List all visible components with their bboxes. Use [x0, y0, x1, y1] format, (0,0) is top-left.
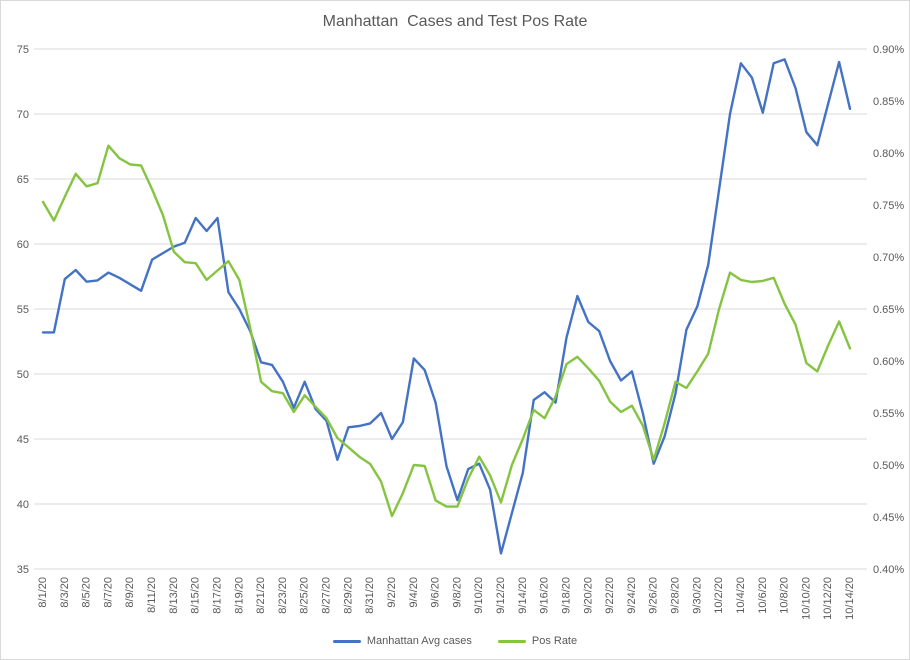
x-axis-tick-label: 9/28/20	[670, 577, 682, 614]
legend-line-swatch-green	[497, 639, 526, 643]
y-axis-right-tick-label: 0.55%	[873, 408, 904, 420]
x-axis-tick-label: 9/22/20	[604, 577, 616, 614]
y-axis-left-tick-label: 75	[17, 44, 29, 56]
x-axis-tick-label: 8/25/20	[299, 577, 311, 614]
y-axis-left-tick-label: 45	[17, 434, 29, 446]
x-axis-tick-label: 9/16/20	[539, 577, 551, 614]
x-axis-tick-label: 8/19/20	[233, 577, 245, 614]
legend-line-swatch-blue	[332, 639, 361, 643]
x-axis-tick-label: 9/2/20	[386, 577, 398, 608]
x-axis-tick-label: 9/20/20	[582, 577, 594, 614]
y-axis-right-tick-label: 0.70%	[873, 252, 904, 264]
y-axis-right-tick-label: 0.85%	[873, 96, 904, 108]
y-axis-left-tick-label: 40	[17, 499, 29, 511]
y-axis-right-tick-label: 0.60%	[873, 356, 904, 368]
series-line-manhattan-avg-cases[interactable]	[41, 58, 852, 555]
y-axis-right-tick-label: 0.50%	[873, 460, 904, 472]
x-axis-tick-label: 9/18/20	[560, 577, 572, 614]
series-line-pos-rate[interactable]	[41, 144, 852, 518]
x-axis-tick-label: 8/21/20	[255, 577, 267, 614]
chart-title: Manhattan Cases and Test Pos Rate	[322, 13, 588, 30]
y-axis-left-tick-label: 70	[17, 109, 29, 121]
x-axis-tick-label: 8/23/20	[277, 577, 289, 614]
y-axis-left-tick-label: 60	[17, 239, 29, 251]
x-axis-tick-label: 8/7/20	[102, 577, 114, 608]
y-axis-right-tick-label: 0.90%	[873, 44, 904, 56]
y-axis-right-tick-label: 0.45%	[873, 512, 904, 524]
x-axis-tick-label: 10/2/20	[713, 577, 725, 614]
x-axis-tick-label: 9/8/20	[451, 577, 463, 608]
legend-label: Manhattan Avg cases	[366, 635, 472, 647]
x-axis-tick-label: 8/31/20	[364, 577, 376, 614]
y-axis-left-tick-label: 50	[17, 369, 29, 381]
y-axis-right-tick-label: 0.40%	[873, 564, 904, 576]
legend-item-manhattan-avg-cases[interactable]: Manhattan Avg cases	[332, 635, 472, 647]
x-axis-tick-label: 10/4/20	[735, 577, 747, 614]
x-axis-tick-label: 10/8/20	[779, 577, 791, 614]
x-axis-tick-label: 9/26/20	[648, 577, 660, 614]
x-axis-tick-label: 8/9/20	[124, 577, 136, 608]
x-axis-tick-label: 8/27/20	[321, 577, 333, 614]
y-axis-left-tick-label: 55	[17, 304, 29, 316]
x-axis-tick-label: 9/4/20	[408, 577, 420, 608]
x-axis-tick-label: 8/17/20	[211, 577, 223, 614]
x-axis-tick-label: 9/10/20	[473, 577, 485, 614]
x-axis-tick-label: 8/11/20	[146, 577, 158, 613]
x-axis-tick-label: 9/14/20	[517, 577, 529, 614]
x-axis-tick-label: 10/10/20	[800, 577, 812, 620]
y-axis-left-tick-label: 35	[17, 564, 29, 576]
chart-legend: Manhattan Avg cases Pos Rate	[1, 635, 909, 647]
x-axis-tick-label: 8/5/20	[81, 577, 93, 608]
x-axis-tick-label: 9/30/20	[691, 577, 703, 614]
x-axis-tick-label: 8/15/20	[190, 577, 202, 614]
x-axis-tick-label: 8/1/20	[37, 577, 49, 608]
y-axis-left-tick-label: 65	[17, 174, 29, 186]
x-axis-tick-label: 8/29/20	[342, 577, 354, 614]
x-axis-tick-label: 10/6/20	[757, 577, 769, 614]
x-axis-tick-label: 9/6/20	[430, 577, 442, 608]
x-axis-tick-label: 8/3/20	[59, 577, 71, 608]
x-axis-tick-label: 9/24/20	[626, 577, 638, 614]
y-axis-right-tick-label: 0.65%	[873, 304, 904, 316]
x-axis-tick-label: 10/12/20	[822, 577, 834, 620]
x-axis-tick-label: 8/13/20	[168, 577, 180, 614]
x-axis-tick-label: 10/14/20	[844, 577, 856, 620]
legend-label: Pos Rate	[531, 635, 578, 647]
x-axis-tick-label: 9/12/20	[495, 577, 507, 614]
y-axis-right-tick-label: 0.75%	[873, 200, 904, 212]
legend-item-pos-rate[interactable]: Pos Rate	[497, 635, 578, 647]
y-axis-right-tick-label: 0.80%	[873, 148, 904, 160]
